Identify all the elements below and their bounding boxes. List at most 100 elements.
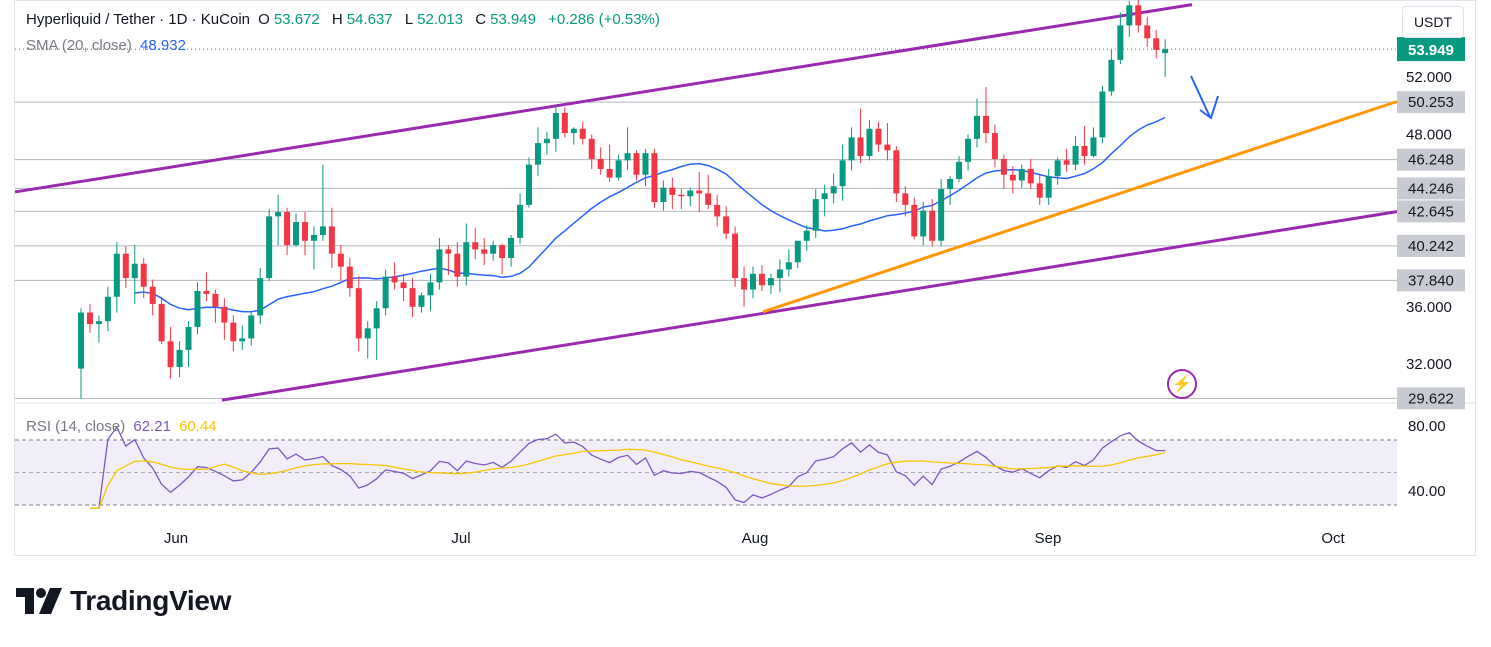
candle (1153, 29, 1160, 59)
close-label: C (475, 11, 487, 28)
candle-body (463, 242, 470, 277)
chart-panel[interactable] (14, 0, 1476, 556)
candle-body (293, 222, 300, 246)
rsi-legend: RSI (14, close) 62.21 60.44 (26, 418, 221, 435)
candle-body (732, 233, 739, 279)
candle (947, 176, 954, 205)
candle-body (902, 193, 909, 205)
close-value: 53.949 (490, 11, 536, 28)
candle-body (615, 160, 622, 178)
candle-body (131, 263, 138, 279)
candle-body (337, 253, 344, 267)
candle-body (543, 138, 550, 144)
candle-body (302, 222, 308, 241)
candle-body (418, 295, 425, 307)
open-value: 53.672 (273, 11, 320, 28)
candle (257, 268, 264, 325)
candle (866, 120, 873, 161)
candle (982, 87, 989, 144)
candle-body (310, 235, 317, 241)
candle-body (1099, 91, 1106, 138)
tradingview-logo[interactable]: TradingView (16, 585, 231, 617)
current-price-badge (1397, 37, 1465, 62)
candle (481, 237, 488, 266)
candle-body (391, 276, 398, 283)
candle (499, 243, 506, 274)
candle (86, 303, 93, 333)
candle-body (203, 291, 210, 294)
candle-body (678, 194, 685, 197)
candle (346, 257, 353, 297)
tradingview-logo-icon (16, 588, 62, 614)
time-axis-tick: Oct (1321, 530, 1345, 547)
brand-name: TradingView (70, 585, 232, 616)
candle (526, 157, 532, 208)
channel-upper-line (14, 3, 1193, 194)
candle (113, 242, 120, 313)
candle (508, 235, 515, 267)
lightning-icon[interactable]: ⚡ (1167, 369, 1197, 399)
candle (920, 202, 927, 246)
candle (696, 171, 703, 213)
candle-body (920, 210, 927, 237)
candle (1144, 16, 1151, 47)
candle (830, 173, 837, 204)
candle (911, 197, 918, 240)
candle-body (275, 212, 282, 217)
time-axis-tick: Jun (164, 530, 188, 547)
candle (1018, 164, 1025, 188)
candle-body (257, 278, 264, 316)
candle (750, 266, 756, 299)
candle (902, 186, 909, 217)
candle (839, 144, 846, 201)
candle-body (750, 273, 756, 290)
candle (122, 246, 129, 289)
candle-body (552, 112, 559, 139)
rsi-value: 62.21 (133, 418, 171, 435)
candle (1054, 157, 1061, 185)
candle (767, 273, 774, 294)
candle-body (113, 253, 120, 297)
candle (794, 240, 801, 269)
candle (104, 286, 111, 332)
candle-body (534, 143, 541, 165)
candle-body (328, 226, 335, 254)
candle-body (319, 226, 326, 236)
candle (570, 127, 577, 145)
candle-body (499, 245, 506, 258)
candle-body (803, 230, 810, 241)
rsi-ma-value: 60.44 (179, 418, 217, 435)
candle-body (1126, 5, 1133, 26)
candle (956, 156, 963, 182)
time-axis-tick: Sep (1035, 530, 1062, 547)
candle-body (624, 153, 631, 161)
open-label: O (258, 11, 270, 28)
candle-body (1018, 168, 1025, 181)
candle-body (633, 153, 640, 175)
candle (884, 123, 891, 161)
forecast-arrow-shaft (1190, 75, 1211, 118)
candle-body (140, 263, 147, 287)
forecast-arrow-head (1199, 95, 1219, 120)
candle-body (741, 278, 748, 290)
sma-line (134, 116, 1166, 313)
level-label: 46.248 (1408, 152, 1454, 169)
high-value: 54.637 (346, 11, 393, 28)
candle (938, 179, 945, 247)
candle-body (561, 112, 568, 134)
candle (328, 207, 335, 269)
candle-body (355, 288, 362, 339)
candle-body (472, 242, 479, 250)
candle-body (364, 328, 371, 339)
candle (741, 266, 748, 307)
candle (723, 206, 730, 240)
price-axis-tick: 48.000 (1406, 127, 1452, 144)
candle (302, 212, 308, 256)
low-label: L (404, 11, 414, 28)
candle (149, 279, 156, 316)
candle (176, 341, 183, 378)
change-value: +0.286 (+0.53%) (548, 11, 660, 28)
candle-body (875, 128, 882, 145)
currency-button[interactable]: USDT (1402, 6, 1464, 38)
